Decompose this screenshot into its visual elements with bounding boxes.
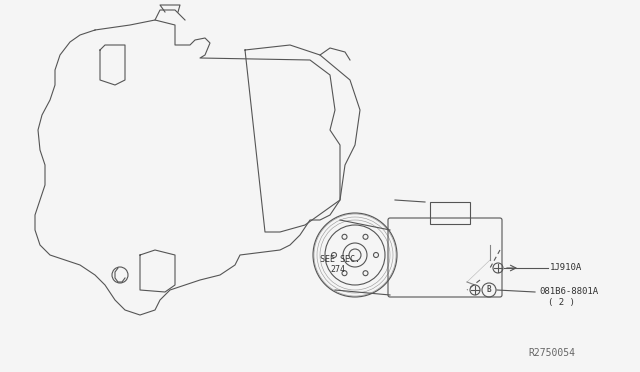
Text: 081B6-8801A: 081B6-8801A xyxy=(539,288,598,296)
Text: SEE SEC.: SEE SEC. xyxy=(320,256,360,264)
Text: B: B xyxy=(486,285,492,295)
Text: ( 2 ): ( 2 ) xyxy=(548,298,575,307)
Text: R2750054: R2750054 xyxy=(528,348,575,358)
Bar xyxy=(430,202,470,224)
Text: 1J910A: 1J910A xyxy=(550,263,582,273)
Text: 274: 274 xyxy=(330,266,345,275)
